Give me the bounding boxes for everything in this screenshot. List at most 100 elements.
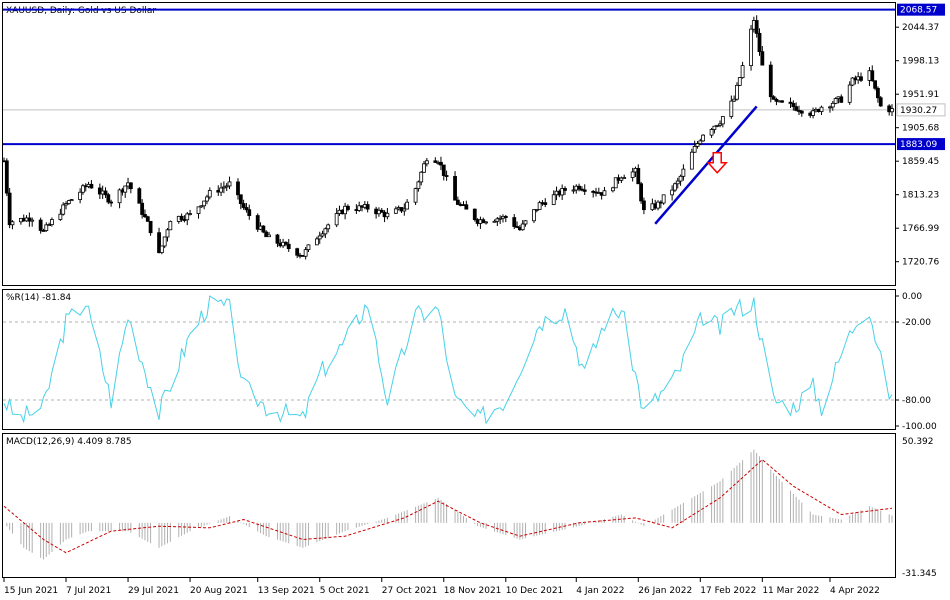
candle-body xyxy=(791,103,796,108)
candle-body xyxy=(833,98,838,104)
level-tag-label: 2068.57 xyxy=(900,6,937,16)
candle-body xyxy=(346,205,350,210)
candle-body xyxy=(543,202,548,205)
candle xyxy=(492,219,497,223)
candle xyxy=(157,227,161,254)
candle-body xyxy=(523,220,528,225)
candle-body xyxy=(168,221,173,231)
candle xyxy=(224,183,229,192)
candle xyxy=(365,201,370,213)
candle xyxy=(495,217,500,227)
candle xyxy=(455,196,460,205)
candle xyxy=(715,124,720,128)
candle-body xyxy=(774,98,779,102)
candle xyxy=(774,97,779,106)
candle xyxy=(402,203,407,216)
candle-body xyxy=(675,180,680,185)
candle-body xyxy=(780,100,784,103)
candle-body xyxy=(749,28,753,67)
candle xyxy=(830,101,835,111)
candle xyxy=(188,209,192,216)
candle xyxy=(729,95,734,119)
candle xyxy=(295,247,300,259)
candle xyxy=(630,167,635,182)
x-tick-label: 18 Nov 2021 xyxy=(444,586,502,596)
candle-body xyxy=(385,212,390,218)
candle xyxy=(503,214,508,223)
candle xyxy=(720,116,725,128)
candle xyxy=(140,199,145,219)
candle xyxy=(740,61,745,79)
price-tick-label: 1766.99 xyxy=(902,224,939,234)
candle xyxy=(385,207,390,220)
candle-body xyxy=(613,177,618,189)
candle xyxy=(241,199,246,210)
candle xyxy=(780,100,784,103)
candle-body xyxy=(69,199,74,202)
candle xyxy=(656,200,660,211)
candle-body xyxy=(117,189,122,204)
candle-body xyxy=(681,168,686,177)
candle xyxy=(165,228,170,242)
candle-body xyxy=(422,163,426,173)
level-tag-box xyxy=(897,138,945,151)
candle xyxy=(481,217,486,224)
candle xyxy=(47,222,52,226)
candle-body xyxy=(199,205,204,208)
candle-body xyxy=(492,220,497,223)
candle-body xyxy=(794,106,799,111)
candle xyxy=(791,100,796,111)
candle xyxy=(472,208,477,222)
candle-body xyxy=(196,206,201,214)
candle-body xyxy=(61,204,66,215)
candle-body xyxy=(295,248,300,256)
candle xyxy=(695,141,700,149)
price-tick-label: 1813.23 xyxy=(902,191,939,201)
candle xyxy=(833,97,838,105)
candle xyxy=(66,199,71,205)
candle-body xyxy=(453,176,457,201)
candle xyxy=(424,157,429,167)
candle xyxy=(639,181,644,204)
candle-body xyxy=(661,194,666,204)
price-tick-label: 1859.45 xyxy=(902,157,939,167)
candle-body xyxy=(678,175,683,182)
candle xyxy=(81,183,85,195)
candle-body xyxy=(66,200,71,204)
candle xyxy=(334,208,339,228)
macd-panel-title: MACD(12,26,9) 4.409 8.785 xyxy=(6,437,132,447)
candle xyxy=(159,245,164,255)
candle-body xyxy=(698,140,703,145)
candle-body xyxy=(715,124,720,127)
x-tick-label: 26 Jan 2022 xyxy=(638,586,692,596)
candle xyxy=(343,202,348,220)
candle xyxy=(619,176,624,184)
candle xyxy=(571,185,576,194)
candle-body xyxy=(103,190,108,196)
candle xyxy=(219,182,223,197)
candle xyxy=(520,219,525,231)
candle xyxy=(515,221,519,229)
candle xyxy=(148,220,153,236)
x-tick-label: 17 Feb 2022 xyxy=(700,586,756,596)
price-tick-label: 1998.13 xyxy=(902,57,939,67)
candle xyxy=(512,214,517,229)
candle-body xyxy=(839,96,844,103)
macd-panel-frame xyxy=(2,433,896,578)
wpr-panel-frame xyxy=(2,289,896,430)
candle xyxy=(771,95,776,100)
candle-body xyxy=(484,221,488,224)
wpr-tick-label: -20.00 xyxy=(902,318,931,328)
candle-body xyxy=(303,249,308,257)
macd-tick-label: 50.392 xyxy=(902,437,934,447)
current-price-tag-label: 1930.27 xyxy=(900,106,937,116)
candle-body xyxy=(788,101,793,104)
candle-body xyxy=(405,201,410,210)
candle-body xyxy=(673,183,677,191)
candle xyxy=(794,102,799,112)
candle xyxy=(315,236,319,246)
candle-body xyxy=(247,209,252,216)
candle xyxy=(678,174,683,186)
